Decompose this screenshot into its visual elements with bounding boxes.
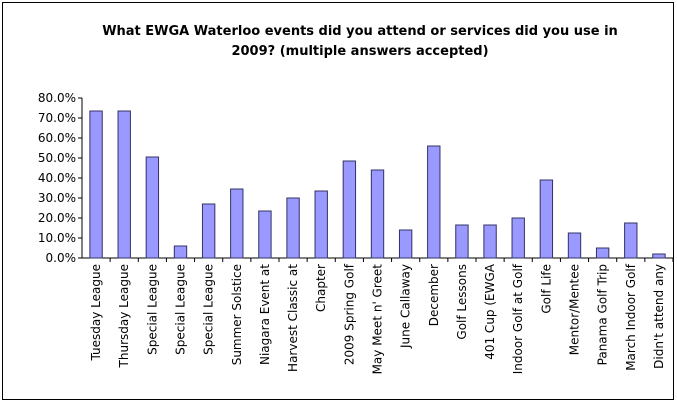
x-tick-label: Mentor/Mentee (568, 264, 582, 355)
bar (483, 224, 497, 259)
x-tick-label: December (427, 264, 441, 326)
x-tick-label: 401 Cup (EWGA (483, 263, 497, 360)
x-tick-label: Niagara Event at (258, 264, 272, 365)
x-tick-label: Golf Life (539, 264, 553, 314)
y-tick-label: 0.0% (46, 251, 77, 265)
bar (314, 190, 328, 259)
bar (286, 197, 300, 259)
y-tick-label: 60.0% (38, 131, 76, 145)
bar (398, 229, 413, 259)
x-tick-label: March Indoor Golf (624, 263, 638, 371)
bar (511, 217, 525, 259)
x-tick-label: June Callaway (399, 264, 413, 349)
bar (145, 156, 160, 259)
bar (258, 210, 272, 259)
bar (427, 145, 441, 259)
bar (455, 224, 469, 259)
bar (652, 253, 666, 259)
x-tick-label: Golf Lessons (455, 264, 469, 340)
x-tick-label: Harvest Classic at (286, 264, 300, 372)
bar (173, 245, 188, 259)
y-tick-label: 70.0% (38, 111, 76, 125)
x-tick-label: 2009 Spring Golf (342, 263, 356, 365)
bar (567, 232, 582, 259)
x-tick-label: Special League (145, 264, 159, 355)
bar (539, 179, 554, 259)
bar (595, 247, 610, 259)
bar (89, 110, 103, 259)
bar (117, 110, 131, 259)
x-tick-label: Didn't attend any (652, 264, 666, 369)
y-tick-label: 50.0% (38, 151, 76, 165)
x-tick-label: Special League (202, 264, 216, 355)
y-tick-label: 40.0% (38, 171, 76, 185)
x-tick-label: Chapter (314, 264, 328, 312)
y-tick-label: 80.0% (38, 91, 76, 105)
bar (342, 160, 357, 259)
bar (624, 222, 638, 259)
x-tick-label: Summer Solstice (230, 264, 244, 365)
x-tick-label: Panama Golf Trip (596, 264, 610, 365)
bar (230, 188, 244, 259)
x-tick-label: Tuesday League (89, 264, 103, 361)
y-tick-label: 20.0% (38, 211, 76, 225)
x-tick-label: Thursday League (117, 264, 131, 368)
bar (201, 203, 216, 259)
y-tick-label: 10.0% (38, 231, 76, 245)
bar (370, 169, 385, 259)
x-tick-label: Indoor Golf at Golf (511, 263, 525, 374)
chart-title: What EWGA Waterloo events did you attend… (102, 24, 618, 59)
y-tick-label: 30.0% (38, 191, 76, 205)
x-tick-label: Special League (174, 264, 188, 355)
x-tick-label: May Meet n' Greet (371, 264, 385, 375)
